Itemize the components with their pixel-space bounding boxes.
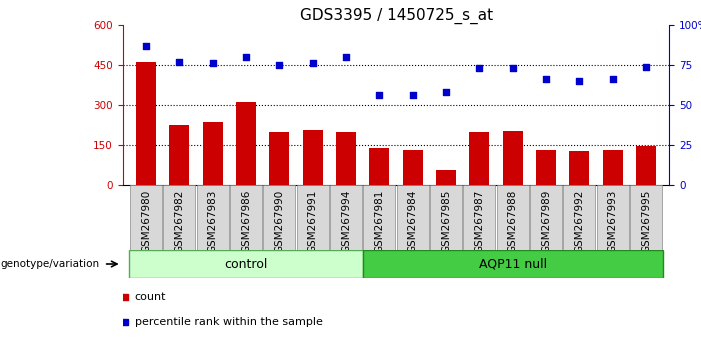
Text: GSM267986: GSM267986 [241,189,251,253]
Text: GSM267984: GSM267984 [408,189,418,253]
Bar [369,148,389,185]
Point [307,61,318,66]
Point [140,43,151,48]
Point [240,54,252,60]
Text: GSM267991: GSM267991 [308,189,318,253]
Bar [403,150,423,185]
FancyBboxPatch shape [463,185,496,250]
Point [207,61,218,66]
FancyBboxPatch shape [397,185,429,250]
Bar [503,131,523,185]
Bar [203,121,223,185]
Bar [436,170,456,185]
Text: GSM267983: GSM267983 [207,189,218,253]
Text: control: control [224,257,268,270]
Text: GSM267982: GSM267982 [175,189,184,253]
FancyBboxPatch shape [497,185,529,250]
Bar [136,62,156,185]
Point [274,62,285,68]
Text: AQP11 null: AQP11 null [479,257,547,270]
Point [341,54,352,60]
Bar [536,150,556,185]
Text: GSM267993: GSM267993 [608,189,618,253]
Bar [170,125,189,185]
FancyBboxPatch shape [362,250,662,278]
Text: GSM267989: GSM267989 [541,189,551,253]
Point [574,78,585,84]
Title: GDS3395 / 1450725_s_at: GDS3395 / 1450725_s_at [299,7,493,24]
Text: GSM267995: GSM267995 [641,189,651,253]
Text: count: count [135,292,166,302]
FancyBboxPatch shape [430,185,462,250]
FancyBboxPatch shape [230,185,262,250]
Text: GSM267985: GSM267985 [441,189,451,253]
Bar [603,149,622,185]
Point [474,65,485,71]
Bar [269,132,290,185]
FancyBboxPatch shape [297,185,329,250]
Bar [236,102,256,185]
Text: GSM267980: GSM267980 [141,189,151,253]
Bar [569,151,590,185]
FancyBboxPatch shape [197,185,229,250]
Point [607,76,618,82]
Point [174,59,185,65]
Text: percentile rank within the sample: percentile rank within the sample [135,317,322,327]
Bar [636,145,656,185]
Bar [470,132,489,185]
Point [507,65,518,71]
FancyBboxPatch shape [264,185,295,250]
Text: GSM267988: GSM267988 [508,189,518,253]
Point [407,92,418,98]
FancyBboxPatch shape [597,185,629,250]
Text: GSM267987: GSM267987 [475,189,484,253]
Text: GSM267990: GSM267990 [274,189,285,253]
Point [641,64,652,69]
FancyBboxPatch shape [564,185,595,250]
Text: genotype/variation: genotype/variation [1,259,100,269]
FancyBboxPatch shape [630,185,662,250]
Bar [336,132,356,185]
FancyBboxPatch shape [530,185,562,250]
Point [540,76,552,82]
Bar [303,130,322,185]
Text: GSM267994: GSM267994 [341,189,351,253]
Text: GSM267992: GSM267992 [574,189,585,253]
Point [440,89,451,95]
FancyBboxPatch shape [330,185,362,250]
Point [374,92,385,98]
FancyBboxPatch shape [363,185,395,250]
FancyBboxPatch shape [163,185,196,250]
FancyBboxPatch shape [130,185,162,250]
FancyBboxPatch shape [130,250,362,278]
Text: GSM267981: GSM267981 [374,189,384,253]
